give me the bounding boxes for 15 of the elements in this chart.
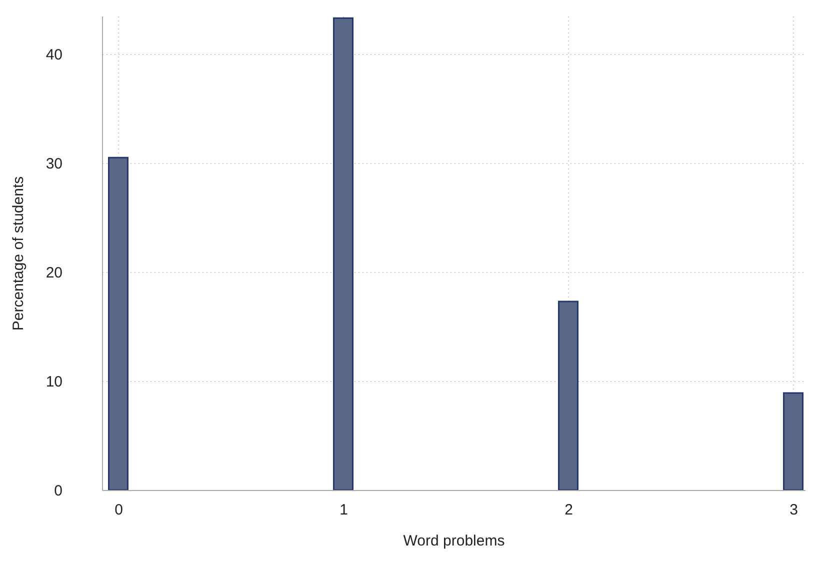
y-tick-label: 20 [46,264,62,282]
bar [108,156,128,490]
x-tick-label: 2 [564,502,573,518]
x-axis-title: Word problems [403,532,505,550]
y-axis-title: Percentage of students [10,176,27,331]
x-tick-label: 1 [340,502,348,518]
y-tick-label: 40 [46,46,62,64]
y-tick-label: 0 [54,482,62,500]
bar [333,17,354,490]
x-tick-label: 0 [114,502,123,518]
y-tick-label: 10 [46,374,62,391]
x-tick-label: 3 [790,502,798,518]
bar [783,392,804,490]
bar [558,300,578,490]
y-tick-label: 30 [46,156,62,173]
